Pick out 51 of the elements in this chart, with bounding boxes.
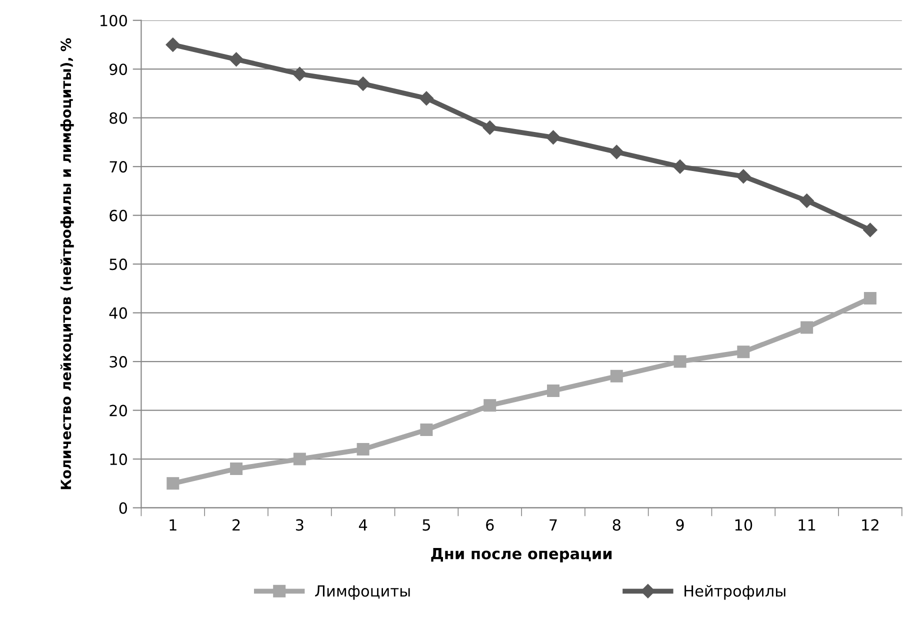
y-tick-label: 80: [110, 112, 127, 124]
x-tick-label: 2: [232, 519, 240, 531]
point: [672, 160, 688, 174]
point: [166, 477, 180, 490]
point: [482, 120, 497, 135]
point: [736, 169, 750, 184]
x-tick-label: 1: [170, 519, 176, 531]
legend-label: Лимфоциты: [315, 585, 410, 600]
point: [293, 452, 306, 466]
point: [356, 443, 370, 456]
x-tick-label: 4: [358, 519, 368, 531]
y-tick-label: 60: [110, 210, 127, 222]
point: [546, 130, 560, 144]
point: [420, 424, 433, 436]
y-tick-label: 40: [109, 307, 127, 319]
point: [800, 194, 814, 208]
x-tick-label: 3: [296, 519, 304, 531]
point: [229, 52, 244, 66]
y-tick-label: 20: [110, 404, 127, 416]
point: [546, 384, 560, 398]
y-tick-label: 10: [110, 454, 127, 466]
y-tick-label: 0: [119, 502, 127, 514]
point: [356, 76, 370, 91]
x-tick-label: 6: [486, 519, 494, 531]
x-tick-label: 11: [798, 519, 816, 531]
y-tick-label: 30: [110, 356, 127, 368]
point: [230, 462, 243, 476]
x-tick-label: 7: [550, 519, 557, 531]
y-tick-label: 70: [110, 161, 127, 173]
point: [863, 222, 878, 238]
point: [292, 66, 307, 82]
y-tick-label: 100: [100, 14, 127, 26]
x-axis-title: Дни после операции: [431, 548, 612, 562]
legend-label: Нейтрофилы: [684, 584, 786, 600]
point: [610, 370, 623, 382]
point: [610, 144, 624, 160]
y-axis-title: Количество лейкоцитов (нейтрофилы и лимфоциты), %: [60, 38, 74, 490]
point: [419, 91, 434, 106]
point: [737, 346, 750, 358]
point: [484, 399, 496, 412]
x-tick-label: 9: [676, 519, 684, 531]
point: [800, 321, 814, 334]
x-tick-label: 8: [612, 519, 620, 531]
y-tick-label: 90: [110, 64, 127, 76]
point: [166, 38, 180, 52]
point: [674, 355, 686, 368]
y-tick-label: 50: [110, 258, 127, 270]
x-tick-label: 10: [735, 519, 752, 531]
point: [864, 292, 876, 304]
x-tick-label: 5: [422, 519, 430, 531]
x-tick-label: 12: [862, 519, 878, 531]
